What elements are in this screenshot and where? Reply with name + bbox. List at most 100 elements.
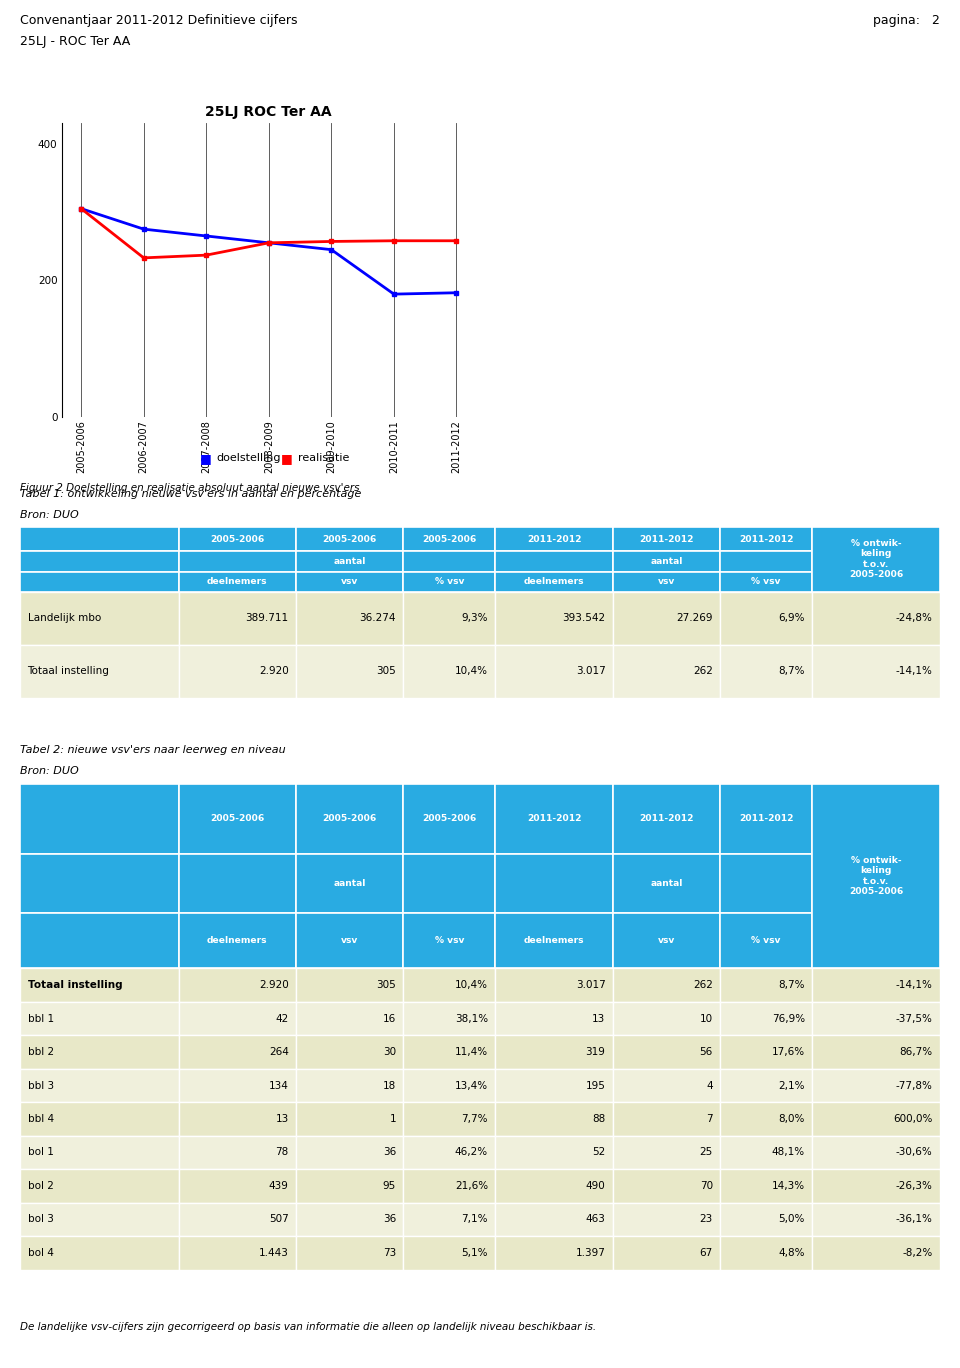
Bar xyxy=(403,912,495,969)
Text: 16: 16 xyxy=(383,1014,396,1023)
Bar xyxy=(812,1135,940,1170)
Bar xyxy=(812,1036,940,1068)
Text: -24,8%: -24,8% xyxy=(896,613,932,624)
Bar xyxy=(179,1170,296,1202)
Text: 95: 95 xyxy=(383,1181,396,1192)
Text: bbl 2: bbl 2 xyxy=(28,1047,54,1057)
Bar xyxy=(812,1237,940,1270)
Bar xyxy=(812,1170,940,1202)
Text: % vsv: % vsv xyxy=(752,936,780,945)
Bar xyxy=(296,1237,403,1270)
Text: realisatie: realisatie xyxy=(298,453,349,464)
Text: De landelijke vsv-cijfers zijn gecorrigeerd op basis van informatie die alleen o: De landelijke vsv-cijfers zijn gecorrige… xyxy=(20,1323,596,1332)
Text: 10,4%: 10,4% xyxy=(455,979,488,990)
Text: -8,2%: -8,2% xyxy=(902,1248,932,1257)
Text: % ontwik-
keling
t.o.v.
2005-2006: % ontwik- keling t.o.v. 2005-2006 xyxy=(849,539,903,579)
Text: doelstelling: doelstelling xyxy=(216,453,280,464)
Text: 439: 439 xyxy=(269,1181,289,1192)
Text: 11,4%: 11,4% xyxy=(455,1047,488,1057)
Bar xyxy=(296,644,403,698)
Bar xyxy=(403,1103,495,1135)
Bar xyxy=(403,1170,495,1202)
Text: 30: 30 xyxy=(383,1047,396,1057)
Bar xyxy=(179,1202,296,1237)
Text: 13: 13 xyxy=(592,1014,606,1023)
Bar xyxy=(403,969,495,1001)
Text: 5,1%: 5,1% xyxy=(462,1248,488,1257)
Bar xyxy=(612,527,720,551)
Text: deelnemers: deelnemers xyxy=(524,936,585,945)
Bar xyxy=(20,551,179,572)
Text: 2011-2012: 2011-2012 xyxy=(639,814,694,824)
Text: 2005-2006: 2005-2006 xyxy=(210,814,264,824)
Text: 38,1%: 38,1% xyxy=(455,1014,488,1023)
Bar xyxy=(179,592,296,644)
Text: 10,4%: 10,4% xyxy=(455,666,488,676)
Bar xyxy=(179,1068,296,1103)
Bar xyxy=(720,572,812,592)
Text: 490: 490 xyxy=(586,1181,606,1192)
Bar xyxy=(403,1001,495,1036)
Bar xyxy=(20,1202,179,1237)
Text: bol 1: bol 1 xyxy=(28,1148,54,1157)
Bar xyxy=(495,1068,612,1103)
Bar xyxy=(403,551,495,572)
Text: bbl 4: bbl 4 xyxy=(28,1114,54,1124)
Text: 2005-2006: 2005-2006 xyxy=(323,535,377,543)
Text: vsv: vsv xyxy=(658,577,675,587)
Text: deelnemers: deelnemers xyxy=(207,936,268,945)
Text: bol 3: bol 3 xyxy=(28,1215,54,1224)
Text: 1.397: 1.397 xyxy=(576,1248,606,1257)
Bar xyxy=(403,572,495,592)
Text: % vsv: % vsv xyxy=(435,936,464,945)
Bar xyxy=(296,969,403,1001)
Text: 305: 305 xyxy=(376,979,396,990)
Text: Totaal instelling: Totaal instelling xyxy=(28,666,109,676)
Bar xyxy=(495,551,612,572)
Bar xyxy=(495,1135,612,1170)
Bar xyxy=(612,1202,720,1237)
Bar xyxy=(20,527,179,551)
Text: bol 2: bol 2 xyxy=(28,1181,54,1192)
Text: aantal: aantal xyxy=(333,557,366,566)
Text: bbl 1: bbl 1 xyxy=(28,1014,54,1023)
Bar xyxy=(720,527,812,551)
Bar xyxy=(179,1036,296,1068)
Bar xyxy=(495,527,612,551)
Bar xyxy=(720,912,812,969)
Text: 2,1%: 2,1% xyxy=(779,1081,804,1090)
Bar xyxy=(20,644,179,698)
Text: 76,9%: 76,9% xyxy=(772,1014,804,1023)
Bar xyxy=(812,784,940,969)
Bar xyxy=(720,551,812,572)
Text: 13: 13 xyxy=(276,1114,289,1124)
Text: 262: 262 xyxy=(693,979,712,990)
Bar xyxy=(296,1036,403,1068)
Title: 25LJ ROC Ter AA: 25LJ ROC Ter AA xyxy=(205,105,332,119)
Text: 2005-2006: 2005-2006 xyxy=(323,814,377,824)
Bar xyxy=(20,1170,179,1202)
Text: ■: ■ xyxy=(200,451,211,465)
Bar xyxy=(495,854,612,912)
Bar xyxy=(179,969,296,1001)
Text: 21,6%: 21,6% xyxy=(455,1181,488,1192)
Text: 1.443: 1.443 xyxy=(259,1248,289,1257)
Text: 8,0%: 8,0% xyxy=(779,1114,804,1124)
Bar xyxy=(20,1237,179,1270)
Text: -36,1%: -36,1% xyxy=(896,1215,932,1224)
Bar xyxy=(403,644,495,698)
Bar xyxy=(179,1001,296,1036)
Bar xyxy=(612,854,720,912)
Bar xyxy=(495,1001,612,1036)
Bar xyxy=(720,1103,812,1135)
Text: 2011-2012: 2011-2012 xyxy=(639,535,694,543)
Bar xyxy=(812,969,940,1001)
Text: -37,5%: -37,5% xyxy=(896,1014,932,1023)
Bar xyxy=(812,527,940,592)
Text: Bron: DUO: Bron: DUO xyxy=(20,510,79,520)
Bar xyxy=(20,912,179,969)
Bar xyxy=(612,572,720,592)
Bar xyxy=(812,1001,940,1036)
Bar xyxy=(720,1202,812,1237)
Text: 48,1%: 48,1% xyxy=(772,1148,804,1157)
